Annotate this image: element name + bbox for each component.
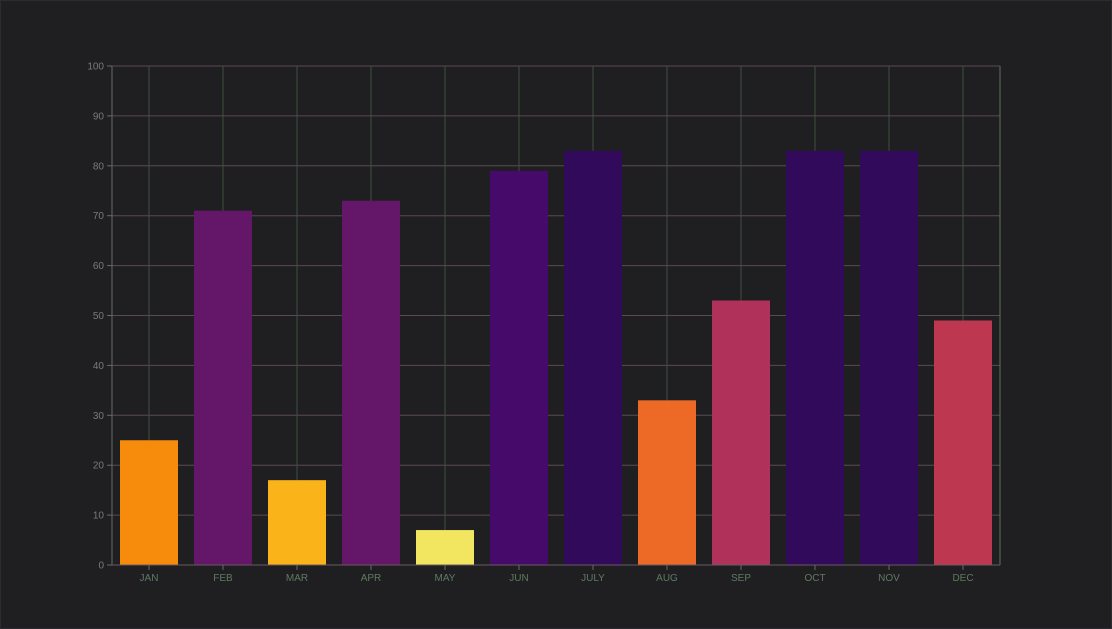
bars bbox=[120, 150, 992, 566]
bar-aug[interactable] bbox=[638, 400, 696, 565]
bar-jan[interactable] bbox=[120, 440, 178, 565]
bar-sep[interactable] bbox=[712, 300, 770, 565]
y-tick-label: 0 bbox=[98, 561, 104, 572]
y-tick-label: 30 bbox=[93, 411, 105, 422]
bar-dec[interactable] bbox=[934, 320, 992, 565]
bar-mar[interactable] bbox=[268, 480, 326, 565]
y-tick-label: 50 bbox=[93, 311, 105, 322]
bar-july[interactable] bbox=[564, 150, 622, 565]
x-tick-labels: JAN FEB MAR APR MAY JUN JULY AUG SEP OCT NOV DEC bbox=[140, 573, 974, 584]
y-tick-label: 40 bbox=[93, 361, 105, 372]
x-tick-label: JULY bbox=[581, 573, 605, 584]
x-tick-label: MAR bbox=[286, 573, 308, 584]
y-tick-label: 70 bbox=[93, 211, 105, 222]
y-tick-label: 80 bbox=[93, 161, 105, 172]
y-tick-label: 60 bbox=[93, 261, 105, 272]
x-tick-label: APR bbox=[361, 573, 382, 584]
x-tick-label: JAN bbox=[140, 573, 159, 584]
x-tick-label: FEB bbox=[213, 573, 233, 584]
x-tick-label: OCT bbox=[804, 573, 825, 584]
x-tick-label: SEP bbox=[731, 573, 751, 584]
x-tick-label: MAY bbox=[435, 573, 456, 584]
bar-oct[interactable] bbox=[786, 150, 844, 565]
bar-may[interactable] bbox=[416, 530, 474, 565]
x-tick-label: AUG bbox=[656, 573, 678, 584]
bar-nov[interactable] bbox=[860, 150, 918, 565]
x-tick-label: DEC bbox=[952, 573, 973, 584]
bar-feb[interactable] bbox=[194, 210, 252, 565]
bar-apr[interactable] bbox=[342, 200, 400, 566]
x-tick-label: NOV bbox=[878, 573, 900, 584]
y-tick-label: 10 bbox=[93, 511, 105, 522]
axes bbox=[107, 65, 1001, 570]
bar-jun[interactable] bbox=[490, 170, 548, 566]
y-tick-labels: 0 10 20 30 40 50 60 70 80 90 100 bbox=[87, 62, 104, 572]
y-tick-label: 20 bbox=[93, 461, 105, 472]
x-tick-label: JUN bbox=[509, 573, 528, 584]
y-tick-label: 90 bbox=[93, 111, 105, 122]
y-tick-label: 100 bbox=[87, 62, 104, 73]
